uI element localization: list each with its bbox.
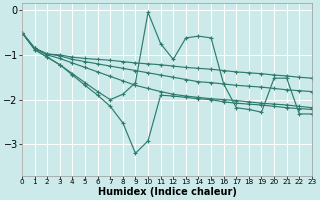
X-axis label: Humidex (Indice chaleur): Humidex (Indice chaleur) [98,187,236,197]
